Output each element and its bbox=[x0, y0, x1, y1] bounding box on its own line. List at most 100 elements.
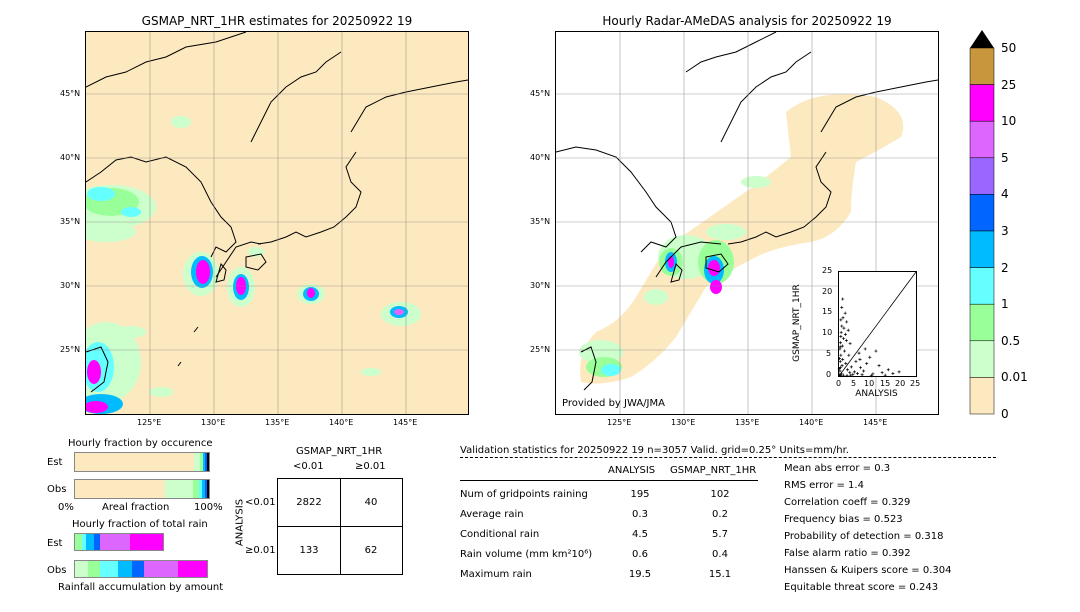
scatter-ytick-20: 20 bbox=[822, 287, 833, 296]
scatter-point bbox=[860, 373, 864, 377]
validation-dashed-line bbox=[460, 457, 996, 458]
validation-row-label: Average rain bbox=[460, 509, 524, 520]
total-obs-bar bbox=[74, 560, 208, 578]
colorbar-svg bbox=[969, 30, 995, 415]
scatter-xlabel: ANALYSIS bbox=[855, 389, 898, 399]
right-lat-25: 25°N bbox=[530, 345, 551, 354]
left-map-title: GSMAP_NRT_1HR estimates for 20250922 19 bbox=[141, 14, 413, 28]
right-lon-140: 140°E bbox=[799, 418, 824, 427]
colorbar-segment bbox=[969, 267, 995, 305]
colorbar-label: 3 bbox=[1001, 224, 1009, 238]
scatter-point bbox=[874, 349, 878, 353]
validation-row-label: Rain volume (mm km²10⁶) bbox=[460, 549, 593, 560]
scatter-point bbox=[868, 355, 872, 359]
scatter-point bbox=[842, 326, 846, 330]
scatter-point bbox=[841, 357, 845, 361]
scatter-point bbox=[897, 370, 901, 374]
scatter-point bbox=[843, 332, 847, 336]
contingency-col-1: ≥0.01 bbox=[355, 461, 386, 472]
scatter-point bbox=[858, 357, 862, 361]
score-pod: Probability of detection = 0.318 bbox=[784, 531, 944, 542]
occurrence-title: Hourly fraction by occurence bbox=[68, 438, 213, 449]
left-lat-25: 25°N bbox=[60, 345, 81, 354]
contingency-col-0: <0.01 bbox=[293, 461, 324, 472]
occurrence-axis-mid: Areal fraction bbox=[102, 502, 170, 513]
total-title: Hourly fraction of total rain bbox=[72, 519, 208, 530]
scatter-point bbox=[845, 320, 849, 324]
scatter-xtick-25: 25 bbox=[910, 379, 921, 388]
scatter-point bbox=[840, 324, 844, 328]
scatter-point bbox=[854, 359, 858, 363]
scatter-point bbox=[839, 353, 843, 357]
contingency-row-1: ≥0.01 bbox=[245, 545, 276, 556]
scatter-point bbox=[839, 330, 843, 334]
scatter-point bbox=[886, 368, 890, 372]
scatter-point bbox=[839, 341, 843, 345]
scatter-point bbox=[855, 372, 859, 376]
score-far: False alarm ratio = 0.392 bbox=[784, 548, 911, 559]
scatter-point bbox=[843, 349, 847, 353]
right-lat-40: 40°N bbox=[530, 153, 551, 162]
occurrence-obs-bar bbox=[74, 479, 210, 499]
left-lon-125: 125°E bbox=[137, 418, 162, 427]
validation-row-label: Conditional rain bbox=[460, 529, 540, 540]
scatter-point bbox=[841, 316, 845, 320]
scatter-point bbox=[846, 328, 850, 332]
validation-row-gsmap: 0.4 bbox=[712, 549, 728, 560]
scatter-point bbox=[839, 334, 843, 338]
scatter-point bbox=[849, 373, 853, 377]
left-lat-35: 35°N bbox=[60, 217, 81, 226]
left-lon-145: 145°E bbox=[393, 418, 418, 427]
scatter-point bbox=[865, 362, 869, 366]
colorbar-segment bbox=[969, 377, 995, 415]
scatter-point bbox=[862, 369, 866, 373]
colorbar-label: 5 bbox=[1001, 150, 1009, 165]
left-rain-field bbox=[86, 116, 421, 414]
contingency-row-0: <0.01 bbox=[245, 497, 276, 508]
contingency-title: GSMAP_NRT_1HR bbox=[296, 446, 383, 457]
right-rain-field bbox=[579, 94, 904, 384]
total-axis-label: Rainfall accumulation by amount bbox=[58, 582, 224, 593]
contingency-side-label: ANALYSIS bbox=[234, 498, 246, 547]
right-lon-125: 125°E bbox=[607, 418, 632, 427]
scatter-point bbox=[839, 374, 843, 378]
scatter-ytick-0: 0 bbox=[826, 370, 832, 379]
scatter-point bbox=[849, 365, 853, 369]
colorbar-label: 10 bbox=[1001, 114, 1017, 129]
scatter-xtick-15: 15 bbox=[880, 379, 891, 388]
right-lon-135: 135°E bbox=[735, 418, 760, 427]
scatter-point bbox=[838, 359, 842, 363]
scatter-point bbox=[848, 342, 852, 346]
right-lat-30: 30°N bbox=[530, 281, 551, 290]
validation-row-gsmap: 5.7 bbox=[712, 529, 728, 540]
colorbar-label: 2 bbox=[1001, 260, 1009, 275]
scatter-plot bbox=[837, 271, 917, 378]
contingency-cell-11: 62 bbox=[364, 545, 378, 556]
validation-col-underline bbox=[460, 480, 758, 481]
colorbar-label: 0.01 bbox=[1001, 370, 1028, 385]
scatter-point bbox=[883, 373, 887, 377]
colorbar-label: 4 bbox=[1001, 187, 1009, 202]
scatter-point bbox=[841, 373, 845, 377]
validation-col-analysis: ANALYSIS bbox=[608, 465, 656, 476]
scatter-point bbox=[838, 357, 842, 361]
scatter-xtick-0: 0 bbox=[836, 379, 842, 388]
scatter-ylabel: GSMAP_NRT_1HR bbox=[792, 284, 802, 362]
validation-row-analysis: 0.6 bbox=[632, 549, 648, 560]
scatter-point bbox=[846, 368, 850, 372]
colorbar-label: 0.5 bbox=[1001, 333, 1021, 348]
scatter-xtick-10: 10 bbox=[864, 379, 875, 388]
contingency-cell-01: 40 bbox=[364, 497, 378, 508]
left-grid bbox=[86, 32, 468, 414]
occurrence-axis-left: 0% bbox=[58, 502, 74, 513]
scatter-ytick-10: 10 bbox=[822, 328, 833, 337]
colorbar-label: 1 bbox=[1001, 297, 1009, 312]
scatter-point bbox=[877, 364, 881, 368]
colorbar-extend-arrow bbox=[970, 30, 994, 48]
scatter-point bbox=[851, 372, 855, 376]
scatter-point bbox=[841, 297, 845, 301]
data-credit: Provided by JWA/JMA bbox=[562, 398, 665, 409]
left-map-svg bbox=[86, 32, 468, 414]
scatter-point bbox=[844, 339, 848, 343]
colorbar-segment bbox=[969, 120, 995, 159]
